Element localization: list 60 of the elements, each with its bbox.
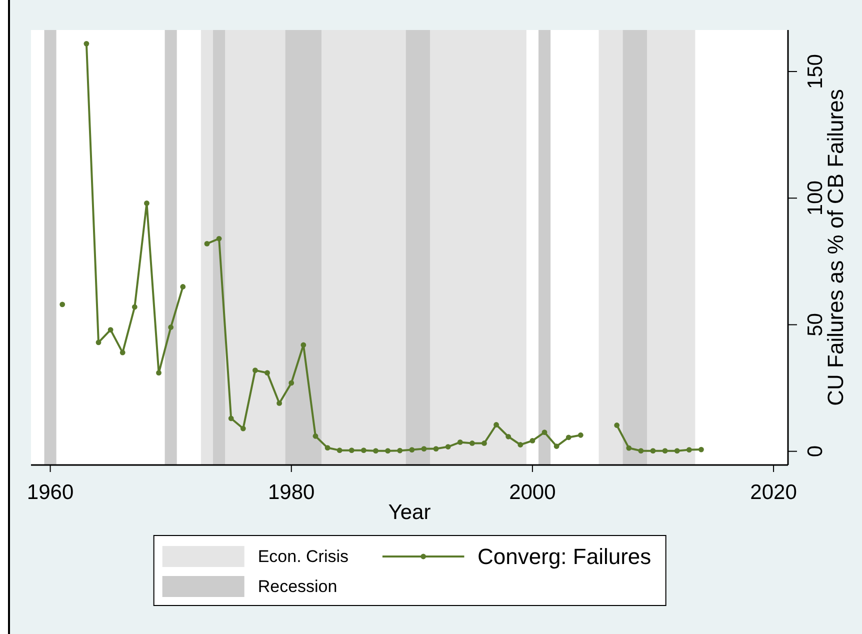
point [120,350,126,356]
point [578,432,584,438]
legend-label: Econ. Crisis [258,546,349,566]
point [566,434,572,440]
point [264,370,270,376]
point [324,445,330,450]
point [385,448,391,454]
point [132,304,138,310]
y2-tick-label: 0 [804,445,827,458]
legend-label: Recession [258,576,338,596]
point [530,438,536,444]
point [409,447,415,453]
point [348,448,354,454]
point [421,446,427,452]
point [180,284,186,290]
point [554,444,560,449]
point [108,327,114,332]
x-tick-label: 2020 [750,480,797,504]
point [276,400,282,406]
point [445,444,451,450]
point [686,447,692,453]
point [228,416,234,422]
point [457,440,463,445]
point [360,448,366,454]
point [336,448,342,454]
point [204,241,210,246]
point [482,440,487,446]
x-tick-label: 1960 [26,480,74,504]
point [494,422,499,428]
point [614,422,620,428]
point [674,448,680,454]
point [373,448,378,454]
point [288,380,294,386]
point [144,200,150,206]
point [168,324,174,330]
point [216,236,222,242]
point [638,448,644,454]
point [506,434,512,440]
point [240,426,246,432]
point [312,433,318,439]
point [300,342,306,348]
point [518,442,524,448]
point [397,448,403,454]
legend-label: Converg: Failures [478,544,652,570]
point [469,440,475,446]
point [662,448,668,454]
point [650,448,656,454]
point [433,446,439,452]
x-axis-title: Year [388,501,431,524]
point [60,302,66,308]
point [156,370,162,376]
point [626,445,632,451]
y2-tick-label: 150 [804,54,827,90]
point [542,430,548,436]
point [84,40,90,46]
point [252,368,258,374]
point [698,446,704,452]
x-tick-label: 2000 [509,480,556,504]
point [96,340,102,346]
x-tick-label: 1980 [268,480,315,504]
